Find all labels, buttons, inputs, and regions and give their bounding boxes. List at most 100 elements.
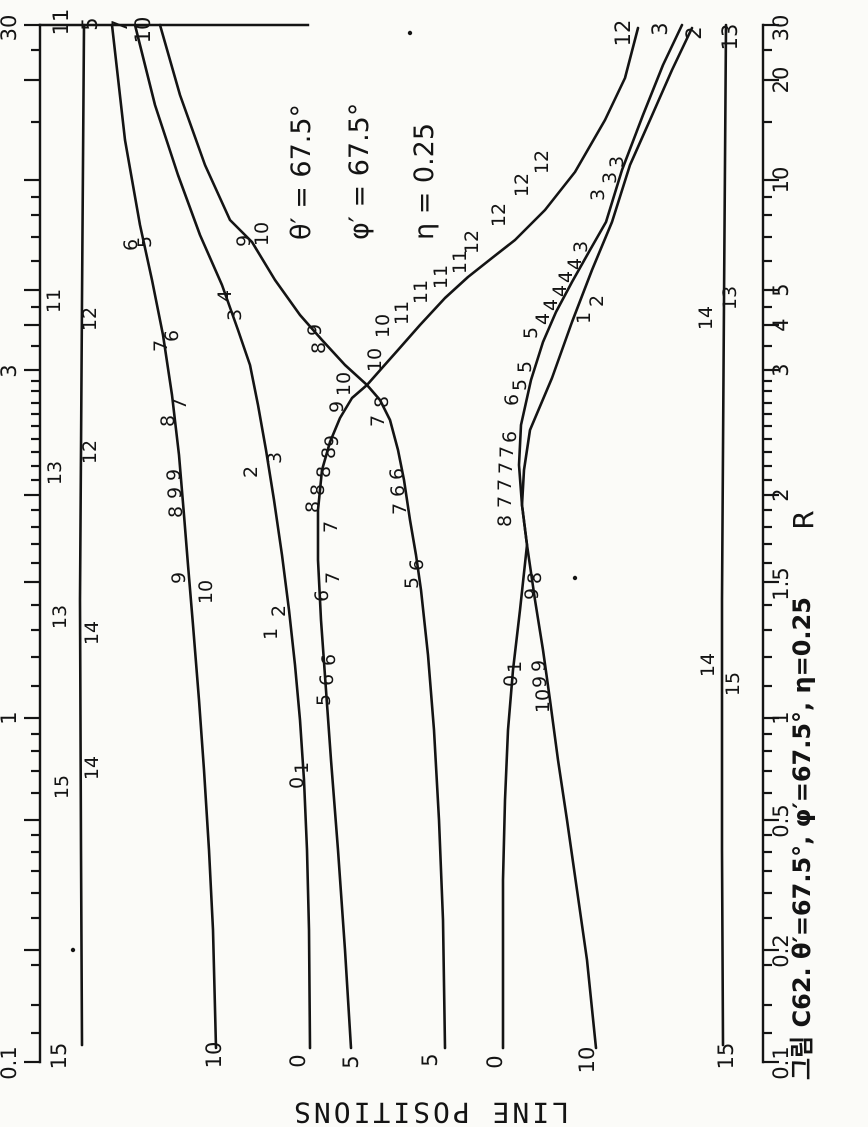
left-ruler-tick-label: 0.1 xyxy=(0,1046,21,1079)
curve-index-label: 5 xyxy=(509,379,531,391)
curve-end-label-top: 11 xyxy=(49,9,73,36)
curve-curve-7-0 xyxy=(133,23,312,1050)
curve-index-label: 8 xyxy=(302,501,324,513)
curve-index-label: 5 xyxy=(313,694,335,706)
curve-index-label: 10 xyxy=(251,222,273,246)
curve-end-label-top: 7 xyxy=(108,19,132,32)
curve-end-label-bottom: 0 xyxy=(483,1055,507,1068)
curve-end-label-top: 2 xyxy=(682,26,706,39)
right-ruler-tick-label: 1 xyxy=(769,711,793,724)
curve-index-label: 2 xyxy=(268,605,290,617)
curve-index-label: 3 xyxy=(264,452,286,464)
curve-index-label: 7 xyxy=(389,503,411,515)
curve-index-label: 7 xyxy=(494,496,516,508)
curve-index-label: 1 xyxy=(573,312,595,324)
figure-caption: 그림 C62. θ′=67.5°, φ′=67.5°, η=0.25 xyxy=(788,597,816,1080)
curve-end-label-bottom: 5 xyxy=(418,1053,442,1066)
curve-index-label: 10 xyxy=(532,689,554,713)
curve-index-label: 0 xyxy=(286,777,308,789)
right-ruler-tick-label: 0.1 xyxy=(769,1046,793,1079)
curve-index-label: 12 xyxy=(461,230,483,254)
curve-end-label-top: 13 xyxy=(718,24,742,51)
right-ruler-tick-label: 5 xyxy=(769,283,793,296)
parameter-annotation: η = 0.25 xyxy=(409,123,440,240)
curve-index-label: 12 xyxy=(531,150,553,174)
curve-index-label: 6 xyxy=(406,559,428,571)
curve-index-label: 7 xyxy=(169,398,191,410)
curve-index-label: 9 xyxy=(528,660,550,672)
curve-index-label: 13 xyxy=(719,286,741,310)
parameter-annotation: θ′ = 67.5° xyxy=(286,104,317,240)
curve-end-label-bottom: 15 xyxy=(714,1043,738,1070)
curve-index-label: 9 xyxy=(304,324,326,336)
curve-index-label: 1 xyxy=(504,661,526,673)
left-ruler-tick-label: 30 xyxy=(0,15,21,42)
curve-index-label: 8 xyxy=(371,396,393,408)
curve-index-label: 10 xyxy=(364,348,386,372)
left-ruler-tick-label: 1 xyxy=(0,711,21,724)
curve-index-label: 11 xyxy=(430,265,452,289)
curve-index-label: 9 xyxy=(321,435,343,447)
curve-index-label: 15 xyxy=(722,672,744,696)
right-ruler-tick-label: 2 xyxy=(769,488,793,501)
curve-index-label: 8 xyxy=(494,515,516,527)
curve-index-label: 7 xyxy=(320,521,342,533)
curve-end-label-bottom: 5 xyxy=(339,1055,363,1068)
curve-index-label: 11 xyxy=(410,280,432,304)
curve-curve-3-10 xyxy=(517,23,684,1050)
curve-index-label: 3 xyxy=(587,189,609,201)
parameter-annotation: φ′ = 67.5° xyxy=(344,103,375,240)
curve-index-label: 5 xyxy=(401,577,423,589)
curve-index-label: 5 xyxy=(134,236,156,248)
curve-index-label: 2 xyxy=(586,295,608,307)
curve-index-label: 6 xyxy=(387,485,409,497)
curve-index-label: 11 xyxy=(391,301,413,325)
curve-index-label: 6 xyxy=(386,468,408,480)
curve-index-label: 0 xyxy=(500,675,522,687)
curve-index-label: 7 xyxy=(322,572,344,584)
curve-index-label: 3 xyxy=(599,172,621,184)
curve-index-label: 9 xyxy=(326,401,348,413)
curve-curve-2-0 xyxy=(501,26,694,1050)
curve-index-label: 7 xyxy=(495,462,517,474)
curve-end-label-bottom: 0 xyxy=(286,1054,310,1067)
curve-index-label: 1 xyxy=(291,762,313,774)
left-ruler-tick-label: 3 xyxy=(0,364,21,377)
curve-index-label: 10 xyxy=(333,372,355,396)
curve-index-label: 9 xyxy=(163,469,185,481)
curve-index-label: 3 xyxy=(570,241,592,253)
curve-index-label: 6 xyxy=(161,330,183,342)
curve-index-label: 6 xyxy=(318,654,340,666)
curve-index-label: 11 xyxy=(43,289,65,313)
curve-curve-5-10 xyxy=(110,23,218,1050)
scan-speck xyxy=(70,947,76,953)
curve-index-label: 13 xyxy=(49,605,71,629)
curve-index-label: 4 xyxy=(214,290,236,302)
curve-curve-10-5 xyxy=(158,23,447,1050)
right-ruler-tick-label: 3 xyxy=(769,363,793,376)
curve-flat-line-right-13-14-15- xyxy=(720,23,728,1047)
x-axis-title: R xyxy=(787,510,820,529)
curve-index-label: 12 xyxy=(511,173,533,197)
curve-end-label-bottom: 15 xyxy=(47,1043,71,1070)
curve-index-label: 8 xyxy=(307,484,329,496)
y-axis-title: LINE POSITIONS xyxy=(291,1096,569,1127)
curve-end-label-top: 12 xyxy=(611,20,635,47)
curve-index-label: 1 xyxy=(260,628,282,640)
curve-index-label: 3 xyxy=(606,156,628,168)
curve-end-label-top: 10 xyxy=(131,17,155,44)
curve-index-label: 9 xyxy=(164,487,186,499)
right-ruler-tick-label: 10 xyxy=(769,167,793,194)
curve-index-label: 7 xyxy=(367,415,389,427)
curve-index-label: 9 xyxy=(233,235,255,247)
curve-index-label: 4 xyxy=(532,313,554,325)
right-ruler-tick-label: 30 xyxy=(769,15,793,42)
curve-index-label: 8 xyxy=(157,415,179,427)
curve-index-label: 6 xyxy=(120,239,142,251)
curve-index-label: 11 xyxy=(449,250,471,274)
curve-index-label: 9 xyxy=(529,676,551,688)
curve-end-label-bottom: 10 xyxy=(202,1042,226,1069)
right-ruler-tick-label: 20 xyxy=(769,67,793,94)
curve-index-label: 8 xyxy=(165,506,187,518)
